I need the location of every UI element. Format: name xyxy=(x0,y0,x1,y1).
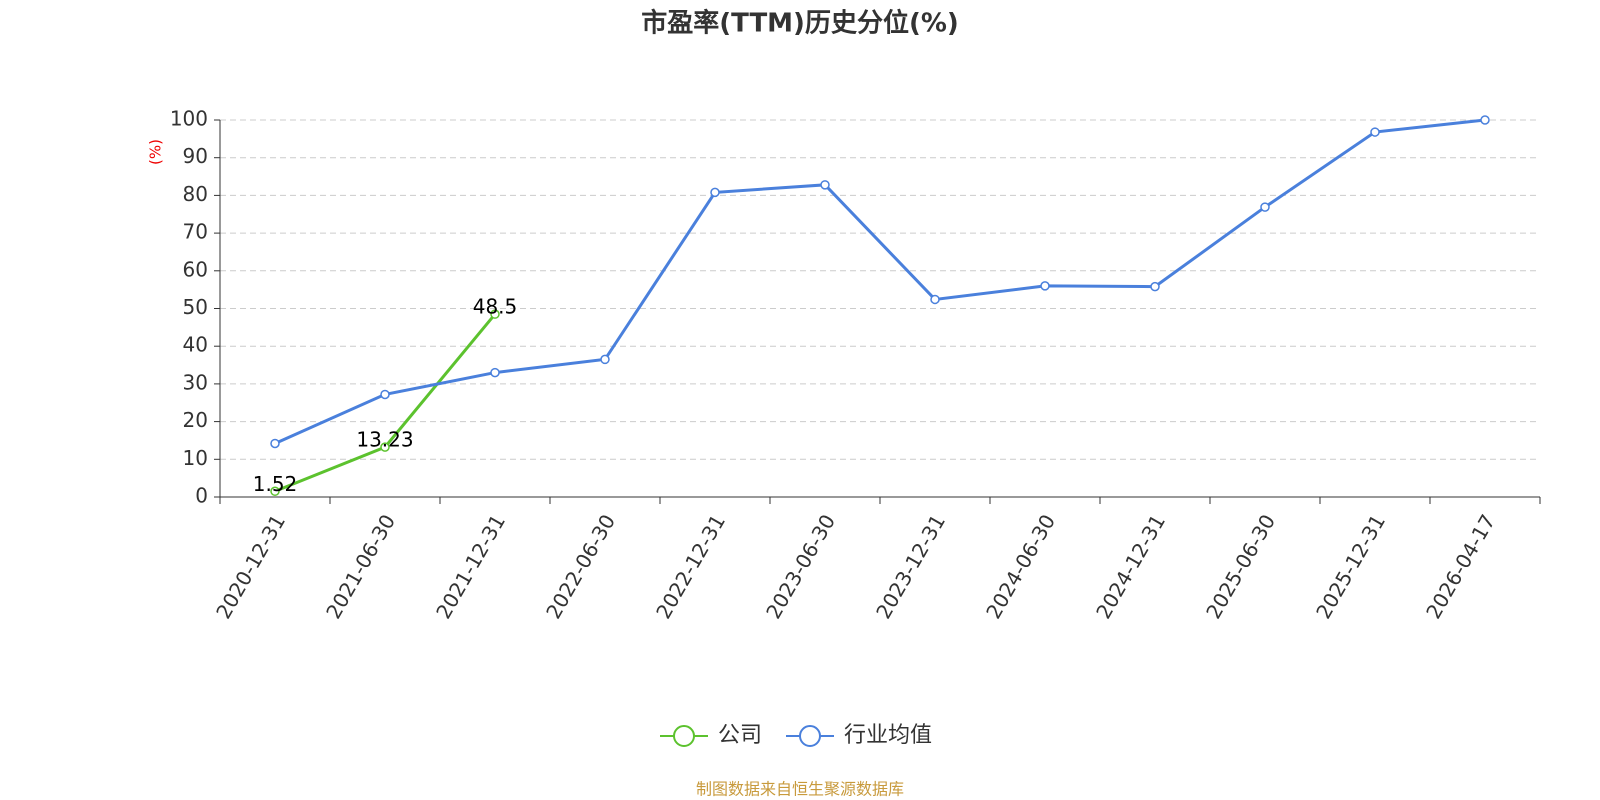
y-tick-label: 20 xyxy=(183,408,208,432)
data-point xyxy=(490,367,500,378)
legend-label: 公司 xyxy=(718,723,762,748)
data-label: 1.52 xyxy=(253,472,298,496)
data-label: 13.23 xyxy=(356,428,413,452)
x-tick-label: 2024-06-30 xyxy=(981,510,1060,623)
y-axis-label: (%) xyxy=(147,139,165,165)
y-tick-label: 60 xyxy=(183,257,208,281)
series-line xyxy=(274,313,497,493)
data-point xyxy=(710,187,720,198)
legend-marker xyxy=(799,725,821,747)
data-point xyxy=(380,442,390,452)
y-tick-label: 70 xyxy=(183,220,208,244)
footer: 制图数据来自恒生聚源数据库 xyxy=(696,780,904,799)
data-point xyxy=(270,438,280,449)
x-tick-label: 2026-04-17 xyxy=(1421,510,1500,623)
x-tick-label: 2021-12-31 xyxy=(431,510,510,623)
data-point xyxy=(1260,202,1270,212)
x-tick-label: 2025-12-31 xyxy=(1311,510,1390,623)
y-tick-label: 10 xyxy=(183,446,208,470)
y-tick-label: 30 xyxy=(183,370,208,394)
data-point xyxy=(930,294,940,305)
x-tick-label: 2020-12-31 xyxy=(211,510,290,623)
y-tick-label: 80 xyxy=(183,182,208,206)
x-tick-label: 2024-12-31 xyxy=(1091,510,1170,623)
data-point xyxy=(1040,281,1050,291)
series-line xyxy=(274,118,1486,445)
data-point xyxy=(600,354,610,365)
x-tick-label: 2022-12-31 xyxy=(651,510,730,623)
y-tick-label: 0 xyxy=(195,484,208,508)
legend-label: 行业均值 xyxy=(844,723,932,748)
y-tick-label: 50 xyxy=(183,295,208,319)
x-tick-label: 2023-06-30 xyxy=(761,510,840,623)
x-tick-label: 2025-06-30 xyxy=(1201,510,1280,623)
data-point xyxy=(270,486,280,497)
legend-marker xyxy=(673,725,695,747)
y-tick-label: 40 xyxy=(183,333,208,357)
data-point xyxy=(1370,127,1380,137)
data-point xyxy=(820,180,830,190)
chart-title: 市盈率(TTM)历史分位(%) xyxy=(641,8,959,39)
data-label: 48.5 xyxy=(473,295,518,319)
y-tick-label: 100 xyxy=(170,107,208,131)
data-point xyxy=(1480,115,1490,125)
x-tick-label: 2022-06-30 xyxy=(541,510,620,623)
x-tick-label: 2021-06-30 xyxy=(321,510,400,623)
x-tick-label: 2023-12-31 xyxy=(871,510,950,623)
data-point xyxy=(1150,281,1160,292)
y-tick-label: 90 xyxy=(183,144,208,168)
data-point xyxy=(380,389,390,400)
data-point xyxy=(490,309,500,319)
